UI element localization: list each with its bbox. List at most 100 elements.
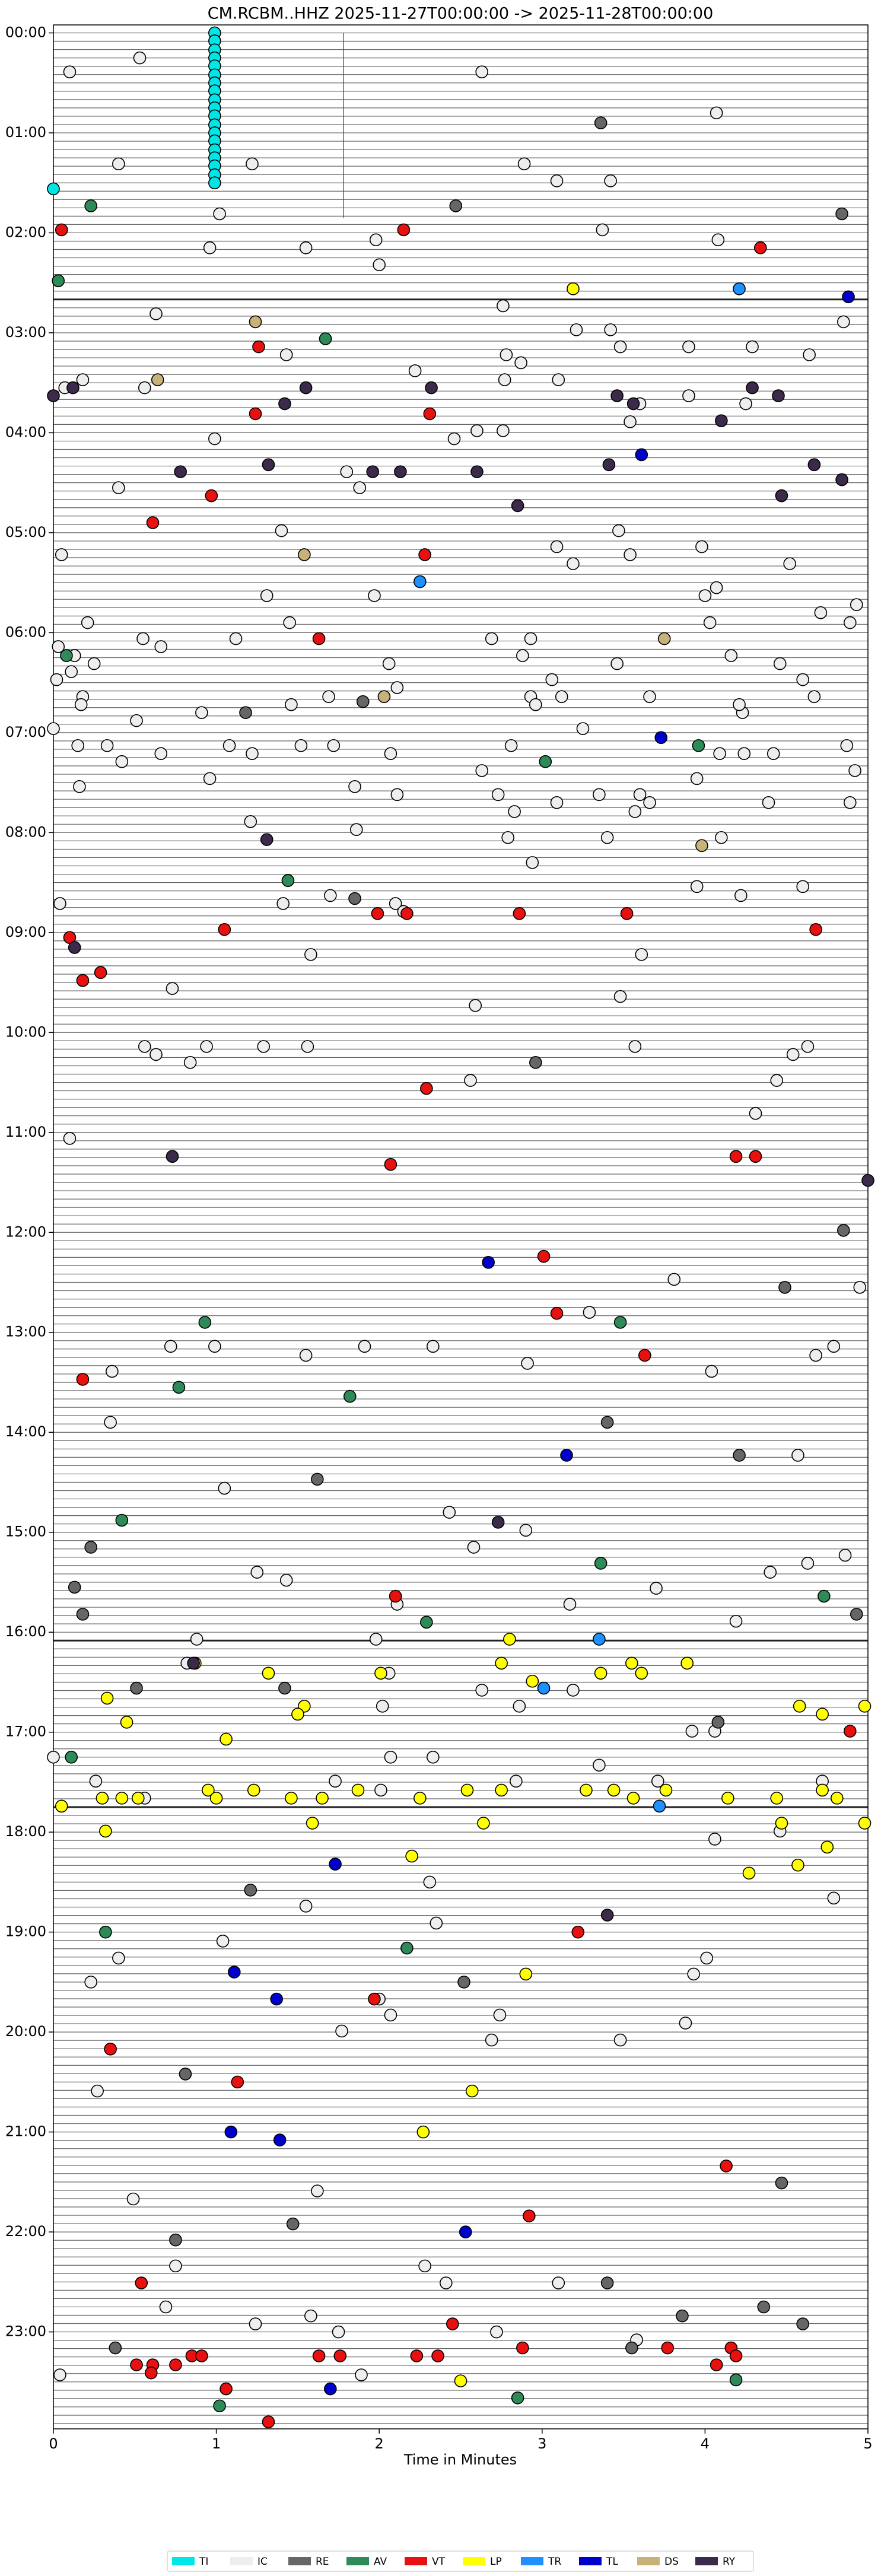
event-marker [628,805,642,818]
event-marker [368,589,381,602]
event-marker [529,1056,542,1069]
event-marker [247,1783,260,1797]
event-marker [60,649,73,662]
event-marker [775,489,788,503]
event-marker [495,1656,508,1670]
event-marker [635,448,648,462]
x-tick-label: 3 [537,2435,546,2452]
event-marker [778,1281,791,1294]
event-marker [250,1566,264,1579]
event-marker [397,223,411,237]
event-marker [115,1513,129,1527]
event-marker [71,739,84,752]
event-marker [497,424,510,437]
event-marker [216,1935,230,1948]
event-marker [390,681,404,694]
event-marker [550,540,564,554]
event-marker [770,1792,784,1805]
event-marker [205,489,218,503]
event-marker [628,1040,642,1053]
event-marker [850,598,863,611]
event-marker [511,2391,524,2405]
event-marker [809,923,822,936]
event-marker [695,839,708,853]
event-marker [475,65,488,78]
x-tick-label: 2 [375,2435,384,2452]
event-marker [115,755,129,768]
event-marker [625,2341,638,2355]
event-marker [571,1925,585,1939]
event-marker [423,407,437,421]
legend-swatch [521,2557,543,2565]
event-marker [514,356,527,370]
event-marker [772,389,785,402]
event-marker [262,1667,275,1680]
event-marker [150,307,163,320]
event-marker [203,772,217,785]
event-marker [593,788,606,802]
event-marker [384,1157,397,1171]
event-marker [425,381,438,395]
event-marker [775,2176,788,2190]
event-marker [100,739,114,752]
event-marker [74,698,88,711]
event-marker [76,1608,90,1621]
event-marker [485,632,498,645]
event-marker [311,1473,324,1486]
event-marker [358,1340,371,1353]
event-marker [311,2184,324,2197]
event-marker [545,673,559,686]
legend-label: TI [199,2556,208,2568]
event-marker [443,1506,456,1519]
event-marker [414,575,427,589]
event-marker [594,1557,608,1570]
event-marker [154,640,168,653]
y-tick-label: 14:00 [5,1423,46,1440]
event-marker [563,1598,577,1611]
event-marker [273,2133,287,2146]
event-marker [371,907,384,920]
event-marker [81,616,94,629]
event-marker [276,897,290,910]
event-marker [807,458,821,472]
event-marker [633,788,647,802]
event-marker [169,2259,182,2273]
event-marker [213,207,226,221]
event-marker [733,698,746,711]
event-marker [613,990,627,1003]
event-marker [299,381,313,395]
event-marker [299,1900,313,1913]
event-marker [842,290,855,304]
event-marker [183,1056,197,1069]
event-marker [374,1667,387,1680]
event-marker [169,2358,182,2371]
y-tick-label: 19:00 [5,1923,46,1940]
event-marker [495,1783,508,1797]
event-marker [600,1416,614,1429]
event-marker [246,157,259,170]
legend-swatch [405,2557,427,2565]
event-marker [498,373,511,386]
event-marker [715,414,728,427]
event-marker [68,1580,81,1594]
y-tick-label: 01:00 [5,124,46,141]
event-marker [63,1132,77,1145]
event-marker [135,2276,148,2289]
event-marker [843,1725,857,1738]
event-marker [459,2225,472,2238]
event-marker [260,833,273,846]
event-marker [96,1792,109,1805]
event-marker [749,1150,762,1163]
event-marker [89,1774,103,1788]
event-marker [733,282,746,295]
x-tick-label: 0 [49,2435,58,2452]
event-marker [801,1040,815,1053]
event-marker [112,157,125,170]
event-marker [843,796,857,809]
event-marker [526,1674,539,1688]
event-marker [500,348,513,361]
y-tick-label: 07:00 [5,724,46,740]
event-marker [827,1891,841,1905]
event-marker [746,340,759,354]
event-marker [109,2341,122,2355]
